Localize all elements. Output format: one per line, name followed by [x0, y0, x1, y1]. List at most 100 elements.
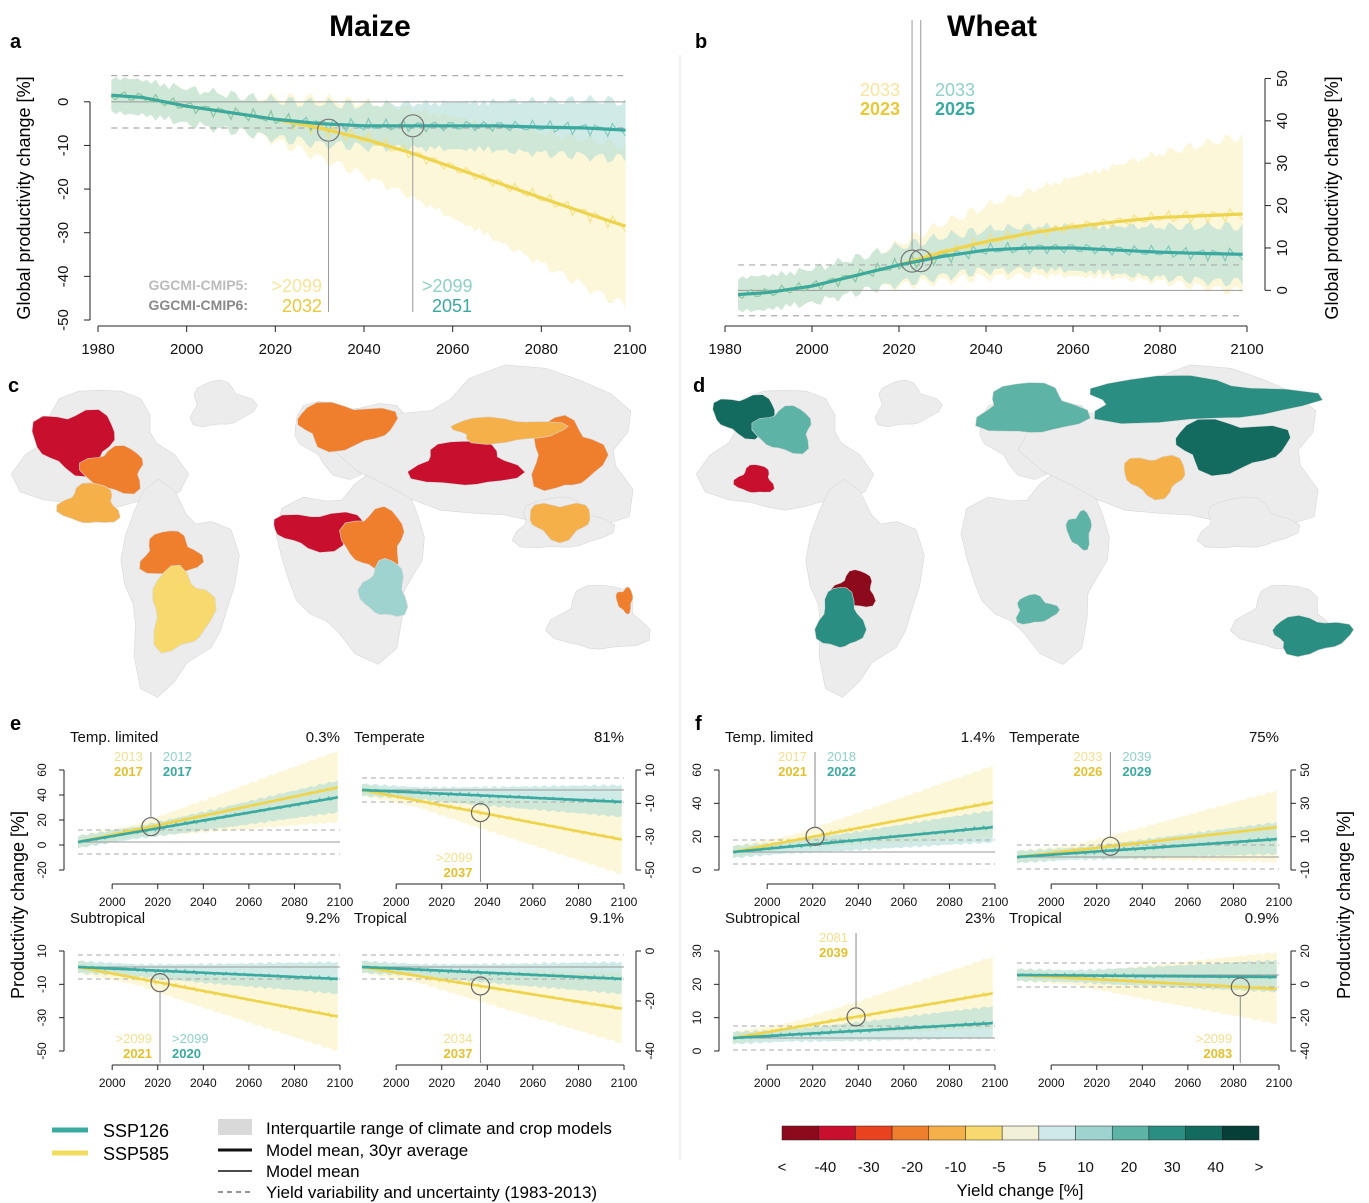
x-tick-label: 2100	[611, 1076, 638, 1090]
y-tick-label: 0	[1298, 981, 1312, 988]
y-tick-label: 30	[1298, 796, 1312, 810]
x-tick-label: 2060	[891, 1076, 918, 1090]
ssp585-cmip5-year: >2099	[1196, 1031, 1233, 1046]
x-tick-label: 2080	[281, 895, 308, 909]
y-tick-label: 50	[1298, 763, 1312, 777]
ssp585-cmip6-year: 2039	[819, 945, 848, 960]
a-ssp126-cmip5: >2099	[422, 276, 473, 296]
x-tick-label: 2060	[1175, 1076, 1202, 1090]
colorbar: < -40 -30 -20 -10 -5 5 10 20 30 40 >	[778, 1125, 1264, 1176]
y-tick-label: -30	[55, 222, 72, 244]
yield-change-patch	[1089, 374, 1324, 425]
legend-mean-label: Model mean	[266, 1162, 360, 1181]
colorbar-swatch	[781, 1125, 819, 1141]
continent-se-asia	[1196, 496, 1301, 549]
yield-change-patch	[751, 405, 812, 455]
x-tick-label: 2000	[795, 341, 828, 358]
cmip6-label: GGCMI-CMIP6:	[148, 297, 248, 313]
yield-change-patch	[152, 564, 217, 654]
region-share: 0.3%	[306, 729, 340, 746]
y-tick-label: 10	[690, 1011, 704, 1025]
x-tick-label: 2060	[1175, 895, 1202, 909]
y-tick-label: -40	[643, 1042, 657, 1060]
ssp126-annual-line	[737, 241, 1244, 299]
y-tick-label: 0	[690, 1047, 704, 1054]
colorbar-swatch	[1222, 1125, 1260, 1141]
x-tick-label: 2100	[982, 895, 1009, 909]
x-tick-label: 2020	[428, 895, 455, 909]
continent-africa	[275, 468, 425, 665]
x-tick-label: 2000	[1038, 1076, 1065, 1090]
y-tick-label: -30	[35, 1009, 49, 1027]
x-tick-label: 2040	[474, 895, 501, 909]
y-tick-label: 20	[1298, 944, 1312, 958]
ssp585-cmip5-year: 2013	[114, 749, 143, 764]
ssp585-mean-line	[361, 965, 622, 1010]
yield-change-patch	[529, 502, 591, 544]
small-ylabel-left: Productivity change [%]	[8, 811, 28, 999]
y-tick-label: 20	[1274, 197, 1291, 214]
y-tick-label: -10	[1298, 861, 1312, 879]
colorbar-label: 20	[1121, 1159, 1138, 1176]
panel-a-maize-global: 1980 2000 2020 2040 2060 2080 2100 0 -10 -20 -30 -4…	[55, 75, 647, 358]
panel-letter-d: d	[693, 375, 705, 397]
b-ssp126-cmip5: 2033	[935, 80, 975, 100]
yield-change-patch	[297, 401, 399, 453]
colorbar-swatch	[965, 1125, 1003, 1141]
title-wheat: Wheat	[947, 10, 1037, 43]
colorbar-label: 30	[1164, 1159, 1181, 1176]
a-ssp126-cmip6: 2051	[432, 296, 472, 316]
ssp585-cmip5-year: 2034	[444, 1031, 473, 1046]
ssp585-mean-line	[732, 992, 993, 1040]
x-tick-label: 2020	[799, 895, 826, 909]
x-tick-label: 2040	[190, 895, 217, 909]
ssp126-mean-line	[77, 796, 338, 844]
x-tick-label: 2060	[1056, 341, 1089, 358]
legend-mean30-label: Model mean, 30yr average	[266, 1141, 468, 1160]
x-tick-label: 2080	[1220, 895, 1247, 909]
x-tick-label: 2080	[1143, 341, 1176, 358]
y-tick-label: 20	[690, 830, 704, 844]
panel-letter-e: e	[10, 713, 21, 735]
x-tick-label: 2100	[611, 895, 638, 909]
panel-b-wheat-global: 1980 2000 2020 2040 2060 2080 2100 0 10 20 30 40 50	[708, 20, 1291, 358]
y-tick-label: 0	[55, 98, 72, 106]
region-name: Tropical	[1009, 910, 1062, 927]
x-tick-label: 2100	[982, 1076, 1009, 1090]
ssp585-cmip5-year: 2081	[819, 930, 848, 945]
y-tick-label: -20	[643, 992, 657, 1010]
x-tick-label: 2000	[383, 895, 410, 909]
yield-change-patch	[357, 557, 409, 617]
ssp126-cmip5-year: 2039	[1122, 749, 1151, 764]
ssp126-cmip6-year: 2017	[163, 764, 192, 779]
x-tick-label: 2020	[428, 1076, 455, 1090]
panel-letter-c: c	[8, 375, 19, 397]
x-tick-label: 2000	[754, 895, 781, 909]
yield-change-patch	[450, 416, 569, 445]
ssp585-cmip5-year: 2017	[778, 749, 807, 764]
y-tick-label: -40	[1298, 1042, 1312, 1060]
x-tick-label: 2060	[891, 895, 918, 909]
region-share: 1.4%	[961, 729, 995, 746]
colorbar-label: -5	[992, 1159, 1005, 1176]
cmip5-label: GGCMI-CMIP5:	[148, 277, 248, 293]
x-tick-label: 2020	[1083, 1076, 1110, 1090]
ssp126-cmip5-year: 2012	[163, 749, 192, 764]
colorbar-label: -20	[901, 1159, 923, 1176]
ssp126-mean-line	[111, 93, 626, 132]
x-tick-label: 2080	[565, 1076, 592, 1090]
x-tick-label: 2000	[1038, 895, 1065, 909]
y-tick-label: 40	[35, 788, 49, 802]
x-tick-label: 2020	[144, 895, 171, 909]
region-name: Temp. limited	[70, 729, 158, 746]
region-name: Subtropical	[70, 910, 145, 927]
x-tick-label: 1980	[708, 341, 741, 358]
y-tick-label: 40	[1274, 113, 1291, 130]
ssp126-cmip5-year: 2018	[827, 749, 856, 764]
x-tick-label: 2040	[347, 341, 380, 358]
colorbar-label: <	[778, 1159, 787, 1176]
b-ssp585-cmip6: 2023	[860, 99, 900, 119]
y-tick-label: 60	[690, 763, 704, 777]
